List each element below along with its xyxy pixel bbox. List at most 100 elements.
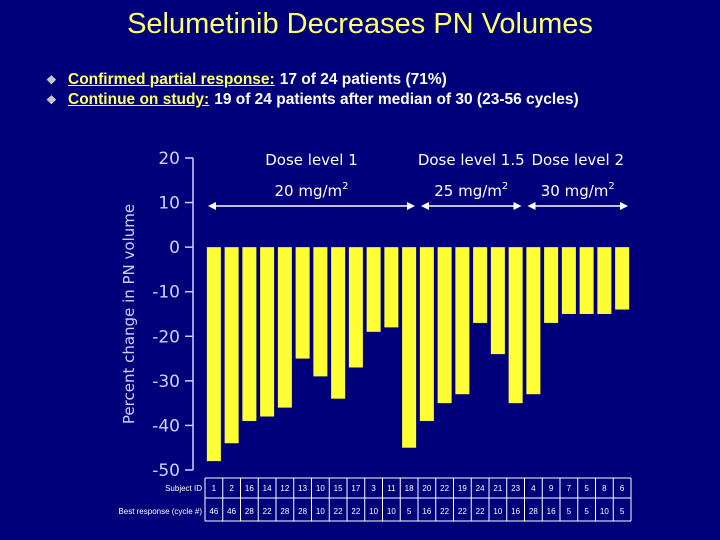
- dose-group-label: Dose level 2: [531, 151, 624, 169]
- bullet-item: ❖ Confirmed partial response: 17 of 24 p…: [46, 70, 716, 90]
- best-response-cell: 22: [476, 507, 485, 516]
- subject-id-cell: 19: [458, 484, 467, 493]
- bar: [402, 247, 417, 448]
- dose-unit-superscript: 2: [502, 181, 508, 192]
- subject-id-cell: 4: [531, 484, 536, 493]
- subject-id-cell: 14: [263, 484, 272, 493]
- bar: [473, 247, 488, 323]
- subject-id-cell: 2: [229, 484, 234, 493]
- bar: [561, 247, 576, 314]
- dose-unit-superscript: 2: [608, 181, 614, 192]
- best-response-cell: 22: [263, 507, 272, 516]
- bullet-text: 19 of 24 patients after median of 30 (23…: [214, 91, 579, 108]
- subject-id-cell: 6: [620, 484, 625, 493]
- best-response-cell: 28: [280, 507, 289, 516]
- bullet-item: ❖ Continue on study: 19 of 24 patients a…: [46, 90, 716, 110]
- best-response-cell: 5: [407, 507, 412, 516]
- subject-id-cell: 16: [245, 484, 254, 493]
- bar: [615, 247, 630, 310]
- table-row-label: Subject ID: [165, 484, 202, 493]
- bar: [331, 247, 346, 399]
- subject-id-cell: 5: [584, 484, 589, 493]
- subject-id-cell: 12: [280, 484, 289, 493]
- best-response-cell: 10: [600, 507, 609, 516]
- subject-id-cell: 21: [493, 484, 502, 493]
- bar: [544, 247, 559, 323]
- best-response-cell: 16: [422, 507, 431, 516]
- bar: [366, 247, 381, 332]
- best-response-cell: 22: [351, 507, 360, 516]
- dose-group-amount: 30 mg/m2: [541, 181, 615, 200]
- table-row-label: Best response (cycle #): [118, 507, 202, 516]
- best-response-cell: 5: [620, 507, 625, 516]
- best-response-cell: 10: [316, 507, 325, 516]
- bar: [384, 247, 399, 328]
- y-tick-label: -10: [152, 283, 180, 303]
- best-response-cell: 22: [334, 507, 343, 516]
- subject-id-cell: 3: [371, 484, 376, 493]
- best-response-cell: 10: [369, 507, 378, 516]
- subject-id-cell: 7: [567, 484, 572, 493]
- subject-id-cell: 11: [387, 484, 396, 493]
- arrow-right-icon: [620, 202, 628, 210]
- dose-group-amount: 20 mg/m2: [274, 181, 348, 200]
- y-tick-label: 0: [169, 238, 180, 258]
- best-response-cell: 46: [209, 507, 218, 516]
- subject-id-cell: 17: [351, 484, 360, 493]
- bar: [490, 247, 505, 355]
- dose-group-label: Dose level 1: [265, 151, 358, 169]
- dose-unit-superscript: 2: [342, 181, 348, 192]
- bar: [260, 247, 275, 417]
- arrow-right-icon: [407, 202, 415, 210]
- best-response-cell: 16: [547, 507, 556, 516]
- best-response-cell: 28: [298, 507, 307, 516]
- best-response-cell: 22: [458, 507, 467, 516]
- subject-id-cell: 10: [316, 484, 325, 493]
- y-tick-label: -30: [152, 372, 180, 392]
- subject-id-cell: 22: [440, 484, 449, 493]
- best-response-cell: 46: [227, 507, 236, 516]
- best-response-cell: 16: [511, 507, 520, 516]
- best-response-cell: 10: [493, 507, 502, 516]
- subject-id-cell: 18: [405, 484, 414, 493]
- arrow-left-icon: [527, 202, 536, 210]
- bullet-label: Continue on study:: [68, 91, 210, 108]
- subject-id-cell: 15: [334, 484, 343, 493]
- dose-group-label: Dose level 1.5: [418, 151, 525, 169]
- bullet-list: ❖ Confirmed partial response: 17 of 24 p…: [46, 70, 716, 110]
- bar: [277, 247, 292, 408]
- best-response-cell: 22: [440, 507, 449, 516]
- bullet-text: 17 of 24 patients (71%): [279, 71, 447, 88]
- subject-id-cell: 20: [422, 484, 431, 493]
- slide-title: Selumetinib Decreases PN Volumes: [127, 8, 593, 40]
- y-tick-label: 20: [158, 149, 180, 169]
- bar: [295, 247, 310, 359]
- best-response-cell: 5: [584, 507, 589, 516]
- subject-id-cell: 9: [549, 484, 554, 493]
- y-axis-label: Percent change in PN volume: [120, 204, 138, 424]
- bar: [455, 247, 470, 395]
- y-tick-label: -20: [152, 327, 180, 347]
- subject-id-cell: 13: [298, 484, 307, 493]
- bar: [437, 247, 452, 404]
- bar: [206, 247, 221, 462]
- bar: [242, 247, 257, 421]
- bar: [348, 247, 363, 368]
- subject-id-cell: 23: [511, 484, 520, 493]
- bar: [508, 247, 523, 404]
- bar: [597, 247, 612, 314]
- bar: [526, 247, 541, 395]
- bar: [579, 247, 594, 314]
- bar: [313, 247, 328, 377]
- diamond-bullet-icon: ❖: [46, 93, 57, 107]
- bar: [224, 247, 239, 444]
- subject-id-cell: 1: [212, 484, 217, 493]
- y-tick-label: -50: [152, 461, 180, 481]
- best-response-cell: 28: [529, 507, 538, 516]
- best-response-cell: 10: [387, 507, 396, 516]
- bullet-label: Confirmed partial response:: [68, 71, 275, 88]
- bar: [419, 247, 434, 421]
- dose-group-amount: 25 mg/m2: [434, 181, 508, 200]
- subject-id-cell: 24: [476, 484, 485, 493]
